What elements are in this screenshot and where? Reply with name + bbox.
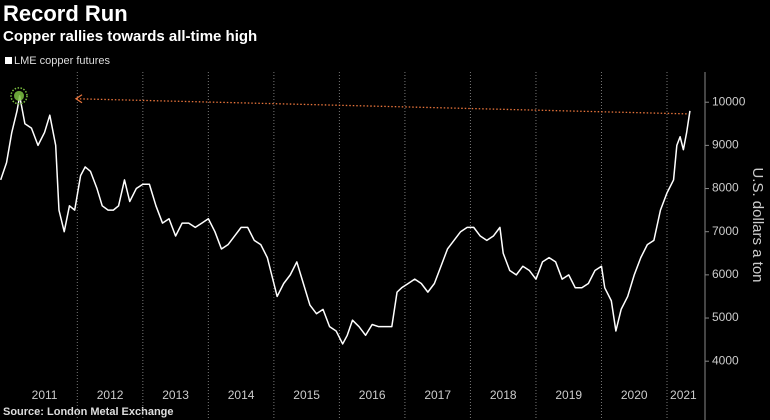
line-series xyxy=(0,95,691,345)
y-tick-label: 7000 xyxy=(712,224,739,238)
x-tick-label: 2020 xyxy=(621,388,648,402)
y-tick-label: 8000 xyxy=(712,181,739,195)
source: Source: London Metal Exchange xyxy=(3,406,174,418)
x-tick-label: 2014 xyxy=(228,388,255,402)
x-tick-label: 2019 xyxy=(555,388,582,402)
y-tick-label: 9000 xyxy=(712,138,739,152)
y-tick-label: 10000 xyxy=(712,94,746,108)
y-tick-label: 5000 xyxy=(712,310,739,324)
x-tick-label: 2017 xyxy=(424,388,451,402)
peak-ring xyxy=(10,87,28,105)
x-tick-label: 2012 xyxy=(97,388,124,402)
x-tick-label: 2011 xyxy=(32,388,58,402)
chart-title: Record Run xyxy=(3,1,128,26)
y-tick-label: 6000 xyxy=(712,267,739,281)
x-tick-label: 2016 xyxy=(359,388,386,402)
peak-marker xyxy=(14,90,25,101)
x-tick-label: 2013 xyxy=(162,388,189,402)
legend-swatch xyxy=(5,57,12,64)
arrow-head xyxy=(74,94,83,104)
legend-label: LME copper futures xyxy=(14,55,110,67)
chart-subtitle: Copper rallies towards all-time high xyxy=(3,28,257,45)
y-tick-label: 4000 xyxy=(712,353,739,367)
y-axis-title: U.S. dollars a ton xyxy=(749,167,766,282)
annotation-arrow xyxy=(75,98,687,115)
x-tick-label: 2018 xyxy=(490,388,517,402)
x-tick-label: 2021 xyxy=(670,388,697,402)
x-tick-label: 2015 xyxy=(293,388,320,402)
